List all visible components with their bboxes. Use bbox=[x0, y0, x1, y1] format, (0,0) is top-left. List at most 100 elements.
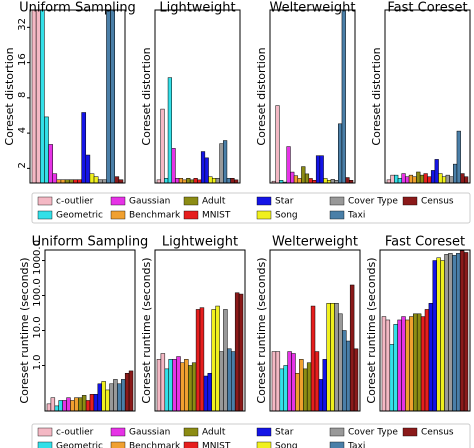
bar bbox=[460, 173, 465, 183]
legend-swatch bbox=[37, 196, 53, 206]
bar bbox=[234, 292, 240, 411]
legend-label: Geometric bbox=[56, 211, 103, 221]
y-tick-label: 1000.0 bbox=[32, 240, 43, 275]
legend-label: Song bbox=[275, 211, 298, 221]
bar bbox=[219, 143, 224, 183]
y-tick-label: 4 bbox=[17, 127, 28, 133]
legend-swatch bbox=[329, 196, 345, 206]
bars bbox=[46, 370, 134, 411]
legend-label: Cover Type bbox=[348, 197, 398, 207]
bar bbox=[353, 348, 359, 411]
bar bbox=[381, 316, 387, 411]
bar bbox=[436, 257, 441, 411]
bar bbox=[203, 375, 209, 411]
bar bbox=[397, 319, 402, 411]
y-axis-label: Coreset runtime (seconds) bbox=[18, 257, 31, 403]
legend-swatch bbox=[256, 427, 272, 437]
bar bbox=[118, 179, 124, 183]
bar bbox=[405, 319, 410, 411]
bar bbox=[271, 351, 277, 411]
bar bbox=[223, 140, 228, 183]
y-tick-label: 100.0 bbox=[32, 278, 43, 307]
y-tick-label: 1.0 bbox=[32, 355, 43, 371]
bar bbox=[293, 175, 299, 183]
bar bbox=[291, 353, 296, 411]
bar bbox=[176, 356, 181, 411]
bar bbox=[238, 293, 244, 411]
bar bbox=[124, 372, 130, 411]
y-tick-label: 32 bbox=[17, 18, 28, 31]
bar bbox=[180, 362, 185, 411]
bar bbox=[231, 351, 236, 411]
bar bbox=[390, 174, 395, 183]
legend-label: c-outlier bbox=[56, 428, 94, 438]
bar bbox=[89, 394, 95, 411]
y-axis-label: Coreset distortion bbox=[3, 47, 16, 145]
bar bbox=[85, 400, 91, 411]
bar bbox=[117, 383, 122, 411]
bar bbox=[31, 10, 37, 183]
bar bbox=[54, 405, 59, 411]
bar bbox=[428, 303, 434, 411]
axes-frame bbox=[384, 9, 471, 184]
bar bbox=[434, 159, 439, 183]
bar bbox=[330, 303, 335, 411]
bar bbox=[97, 383, 102, 411]
bar bbox=[160, 353, 166, 411]
bar bbox=[227, 348, 232, 411]
bar bbox=[349, 284, 355, 411]
bar bbox=[385, 319, 391, 411]
bar bbox=[341, 10, 346, 183]
legend-swatch bbox=[329, 427, 345, 437]
bars bbox=[386, 130, 469, 183]
bar bbox=[204, 157, 209, 183]
bar bbox=[301, 166, 306, 183]
bar bbox=[438, 173, 443, 183]
legend-label: Star bbox=[275, 428, 294, 438]
bar bbox=[195, 309, 201, 411]
bar bbox=[416, 313, 422, 411]
bar bbox=[456, 130, 461, 183]
bar bbox=[315, 155, 321, 183]
bar bbox=[219, 351, 224, 411]
subplot-title: Fast Coreset bbox=[387, 1, 467, 16]
axes-frame bbox=[269, 249, 361, 412]
bar bbox=[105, 389, 110, 411]
y-axis-label: Coreset runtime (seconds) bbox=[365, 257, 378, 403]
bar bbox=[230, 178, 235, 183]
bar bbox=[279, 368, 284, 411]
bar bbox=[160, 108, 165, 183]
bar bbox=[322, 359, 327, 411]
bar bbox=[186, 178, 191, 183]
bars bbox=[156, 77, 239, 183]
bar bbox=[121, 379, 126, 411]
bar bbox=[275, 105, 280, 183]
legend-label: Gaussian bbox=[129, 428, 170, 438]
bar bbox=[58, 400, 63, 411]
bar bbox=[167, 77, 172, 183]
bar bbox=[420, 316, 426, 411]
legend-label: Census bbox=[421, 428, 454, 438]
bar bbox=[440, 260, 445, 411]
bar bbox=[164, 368, 169, 411]
bar bbox=[113, 379, 118, 411]
bar bbox=[85, 154, 91, 183]
legend-label: Adult bbox=[202, 197, 226, 207]
bar bbox=[445, 174, 450, 183]
legend-swatch bbox=[402, 427, 418, 437]
axes-frame bbox=[29, 9, 126, 184]
bar bbox=[175, 178, 180, 183]
bar bbox=[226, 178, 231, 183]
bar bbox=[413, 313, 418, 411]
axes-frame bbox=[269, 9, 356, 184]
bar bbox=[299, 359, 304, 411]
legend-swatch bbox=[183, 427, 199, 437]
legend-label: c-outlier bbox=[56, 197, 94, 207]
y-tick-label: 2 bbox=[17, 162, 28, 168]
bar bbox=[188, 365, 193, 411]
bar bbox=[106, 10, 111, 183]
bar bbox=[211, 309, 216, 411]
bar bbox=[449, 176, 454, 183]
bar bbox=[93, 394, 99, 411]
y-axis-label: Coreset distortion bbox=[140, 47, 153, 145]
